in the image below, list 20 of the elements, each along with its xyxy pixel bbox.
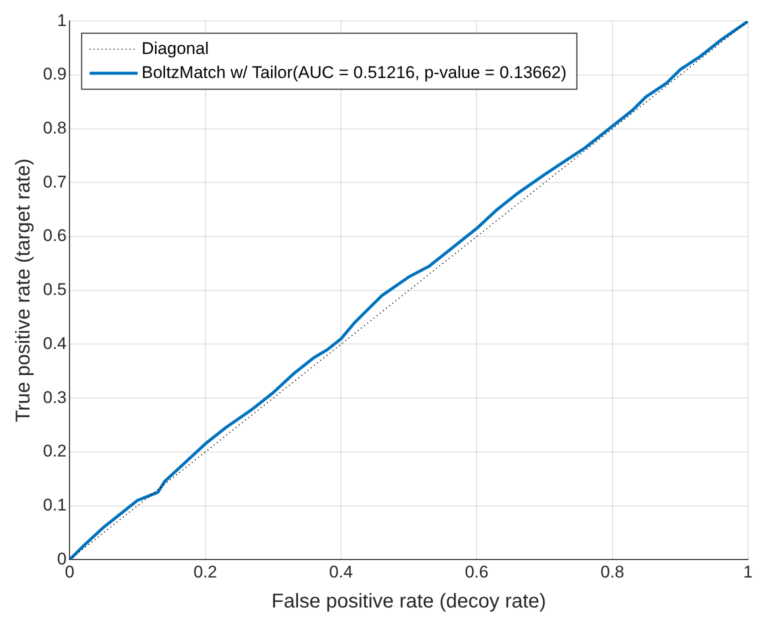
y-tick-label: 0 — [57, 549, 67, 568]
x-tick-label: 0.6 — [464, 562, 488, 582]
x-axis-title: False positive rate (decoy rate) — [272, 590, 546, 613]
y-tick-label: 0.7 — [42, 172, 67, 192]
legend-label: Diagonal — [142, 38, 209, 58]
y-tick-label: 1 — [57, 10, 67, 30]
y-axis-title: True positive rate (target rate) — [12, 158, 35, 422]
x-tick-label: 0.4 — [329, 562, 353, 582]
y-tick-label: 0.1 — [42, 495, 67, 514]
legend-label: BoltzMatch w/ Tailor(AUC = 0.51216, p-value = 0.13662) — [142, 62, 567, 82]
y-tick-label: 0.3 — [42, 388, 67, 407]
y-tick-label: 0.4 — [42, 334, 67, 353]
y-tick-label: 0.6 — [42, 226, 67, 246]
x-tick-label: 0.2 — [193, 562, 218, 582]
y-tick-label: 0.9 — [42, 64, 67, 84]
x-tick-label: 1 — [743, 562, 753, 582]
x-tick-label: 0.8 — [600, 562, 624, 582]
y-tick-label: 0.5 — [42, 280, 67, 300]
y-tick-label: 0.2 — [42, 442, 67, 461]
y-tick-label: 0.8 — [42, 118, 67, 138]
